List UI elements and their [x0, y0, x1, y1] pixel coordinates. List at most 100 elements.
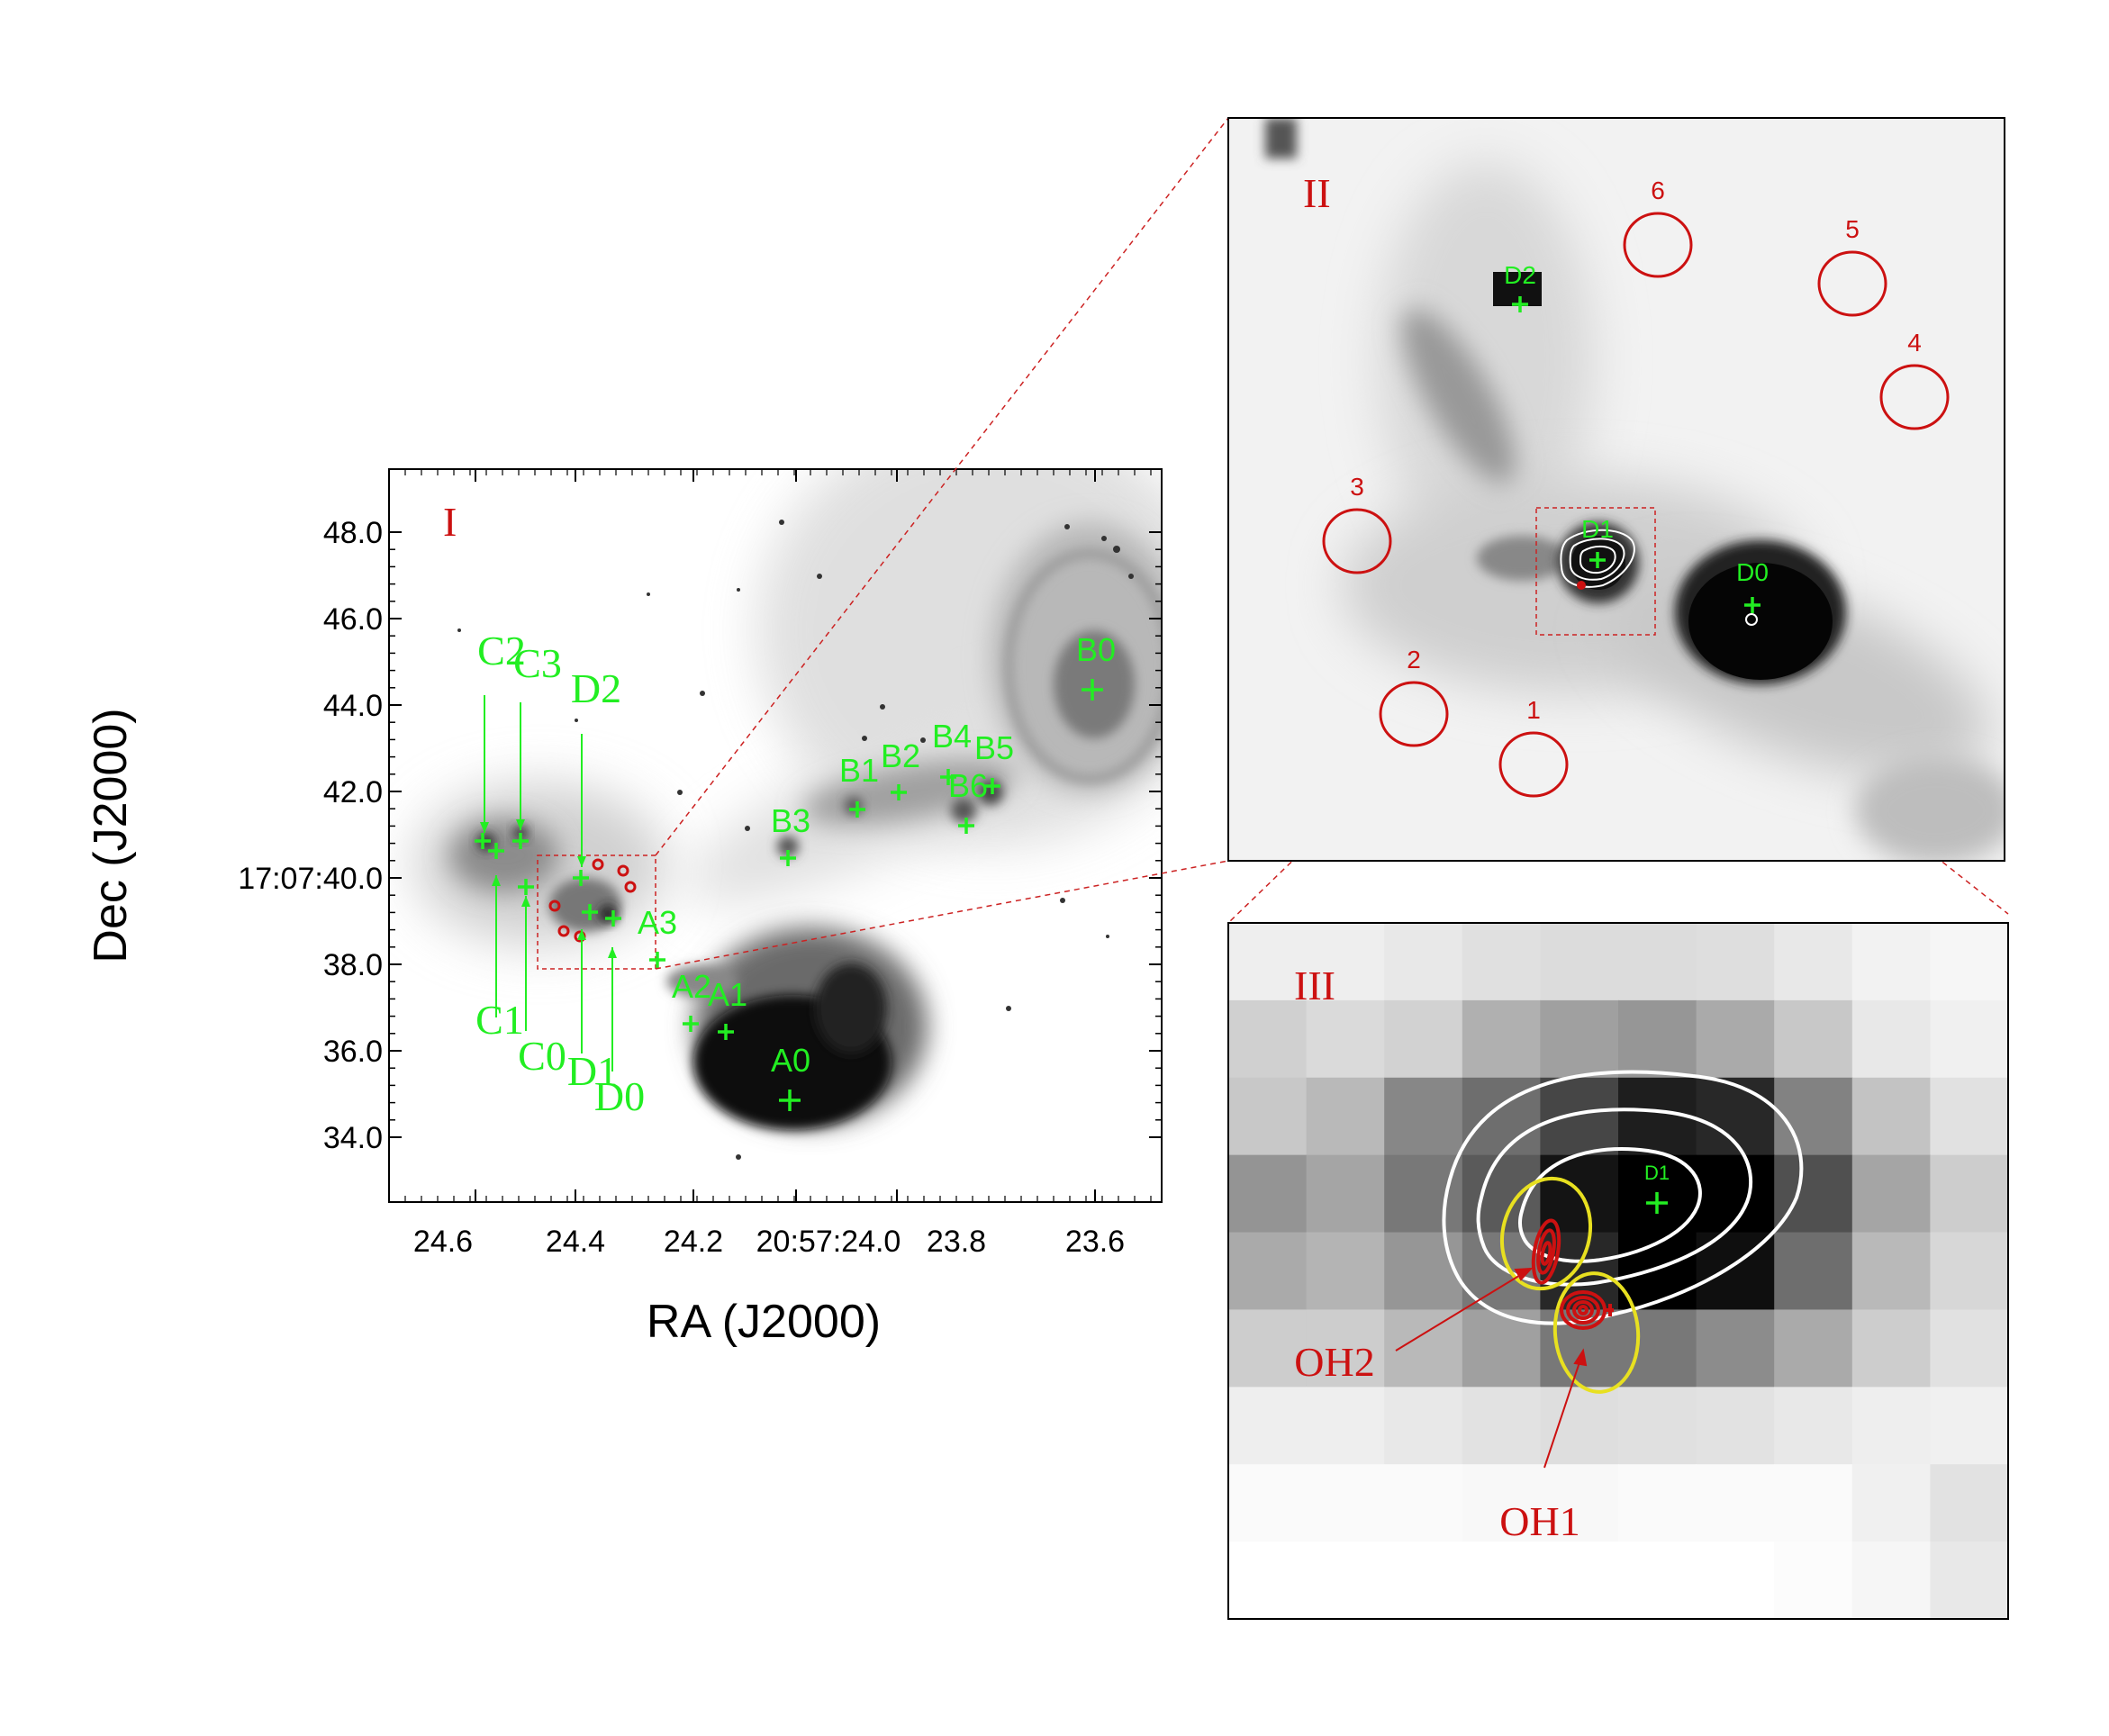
- marker-b4: [940, 769, 956, 785]
- marker-a0: [779, 1090, 801, 1111]
- y-tick-label: 34.0: [323, 1121, 383, 1155]
- label-oh2: OH2: [1294, 1339, 1374, 1385]
- aperture-3: [1322, 508, 1392, 574]
- y-tick-label: 42.0: [323, 775, 383, 809]
- label-b2: B2: [881, 737, 920, 774]
- label-c3: C3: [513, 640, 562, 686]
- panel-3-marker-d1: [1646, 1192, 1668, 1214]
- label-c0: C0: [518, 1033, 566, 1079]
- panel-2-marker-d1: [1589, 552, 1606, 568]
- panel-3-maser-labels: OH2 OH1: [1294, 1339, 1579, 1544]
- y-tick-label: 44.0: [323, 689, 383, 723]
- y-tick-label: 38.0: [323, 948, 383, 982]
- aperture-label-4: 4: [1907, 329, 1922, 357]
- panel-2-label: II: [1303, 170, 1331, 216]
- marker-b5: [984, 778, 1000, 794]
- panel-2-label-d1: D1: [1581, 515, 1614, 543]
- panel-1-label: I: [443, 499, 457, 545]
- y-tick-label: 36.0: [323, 1035, 383, 1069]
- panel-3-source-markers: D1: [1644, 1162, 1670, 1214]
- panel-3-pixel-grid: [1228, 923, 2009, 1620]
- marker-b2: [891, 784, 907, 800]
- panel-2-label-d0: D0: [1736, 558, 1769, 586]
- y-axis-title: Dec (J2000): [85, 708, 137, 963]
- panel-2-marker-d2: [1512, 296, 1528, 312]
- label-d1: D1: [567, 1048, 618, 1094]
- y-tick-labels: 48.0 46.0 44.0 42.0 17:07:40.0 38.0 36.0 34.0: [238, 516, 383, 1155]
- label-b4: B4: [932, 718, 972, 755]
- panel-3-beam-ellipses: [1499, 1176, 1641, 1394]
- panel-1: I 48.0 46.0 44.0 42.0 17:07:40.0 38.0 36.0 34.0…: [85, 468, 1163, 1348]
- panel-3-label-d1: D1: [1644, 1162, 1670, 1184]
- aperture-5: [1817, 250, 1887, 317]
- label-b3: B3: [771, 802, 810, 839]
- label-c1: C1: [475, 997, 524, 1043]
- panel-1-arrows: [480, 695, 617, 1071]
- x-tick-label: 23.6: [1065, 1225, 1125, 1259]
- aperture-2: [1379, 681, 1449, 747]
- aperture-label-5: 5: [1845, 215, 1860, 243]
- aperture-6: [1623, 212, 1693, 278]
- label-a1: A1: [708, 976, 747, 1013]
- aperture-label-2: 2: [1407, 646, 1421, 674]
- panel-2-zoom-box: [1535, 507, 1656, 636]
- y-tick-label: 46.0: [323, 602, 383, 637]
- marker-b3: [780, 850, 796, 866]
- panel-3-label: III: [1294, 963, 1335, 1008]
- marker-b1: [849, 801, 865, 818]
- panel-2-image: [1265, 118, 2005, 861]
- panel-1-ticks: [389, 469, 1162, 1202]
- panel-3-contours: [1442, 1070, 1804, 1325]
- y-tick-label: 17:07:40.0: [238, 862, 383, 896]
- x-tick-label: 24.2: [664, 1225, 723, 1259]
- panel-2-contours: [1560, 529, 1758, 626]
- arrow-head: [577, 856, 586, 867]
- aperture-1: [1498, 731, 1569, 798]
- marker-a3: [649, 952, 665, 968]
- label-b6: B6: [948, 767, 988, 804]
- panel-2-apertures: 1 2 3 4 5 6: [1322, 176, 1950, 798]
- label-b5: B5: [974, 729, 1014, 766]
- marker-b6: [958, 818, 974, 834]
- marker-a1: [718, 1024, 734, 1040]
- label-oh1: OH1: [1499, 1498, 1579, 1544]
- arrow-head: [516, 819, 525, 830]
- label-a0: A0: [771, 1042, 810, 1079]
- panel-2: II 1 2 3 4 5 6 D2 D1 D0: [1227, 117, 2005, 862]
- arrow-head: [577, 929, 586, 940]
- marker-b0: [1082, 679, 1103, 701]
- aperture-label-1: 1: [1526, 696, 1541, 724]
- panel-3-frame: [1227, 922, 2009, 1620]
- panel-3: III D1: [1227, 922, 2009, 1620]
- marker-d2: [573, 870, 589, 886]
- marker-c2: [475, 833, 491, 849]
- x-tick-label: 24.4: [546, 1225, 605, 1259]
- label-d2: D2: [571, 665, 621, 711]
- panel-2-source-markers: D2 D1 D0: [1504, 261, 1769, 613]
- label-d0: D0: [594, 1073, 645, 1119]
- arrow-head: [608, 947, 617, 958]
- x-axis-title: RA (J2000): [647, 1296, 881, 1348]
- zoom-connectors: [655, 117, 2009, 970]
- label-b1: B1: [839, 752, 879, 789]
- marker-d0: [605, 910, 621, 927]
- panel-1-frame: [388, 468, 1163, 1203]
- panel-2-label-d2: D2: [1504, 261, 1536, 289]
- label-a3: A3: [638, 904, 677, 941]
- marker-c3: [512, 833, 529, 849]
- panel-2-marker-d0: [1744, 597, 1761, 613]
- x-tick-label: 23.8: [927, 1225, 986, 1259]
- marker-c0: [518, 879, 534, 895]
- aperture-label-3: 3: [1350, 473, 1364, 501]
- y-tick-label: 48.0: [323, 516, 383, 550]
- arrow-head: [492, 875, 501, 886]
- x-tick-label: 24.6: [413, 1225, 473, 1259]
- label-a2: A2: [672, 968, 711, 1005]
- panel-2-maser: [1577, 581, 1586, 590]
- marker-c1: [488, 843, 504, 859]
- x-tick-labels: 24.6 24.4 24.2 20:57:24.0 23.8 23.6: [413, 1225, 1125, 1259]
- marker-d1: [582, 904, 598, 920]
- label-b0: B0: [1076, 631, 1116, 668]
